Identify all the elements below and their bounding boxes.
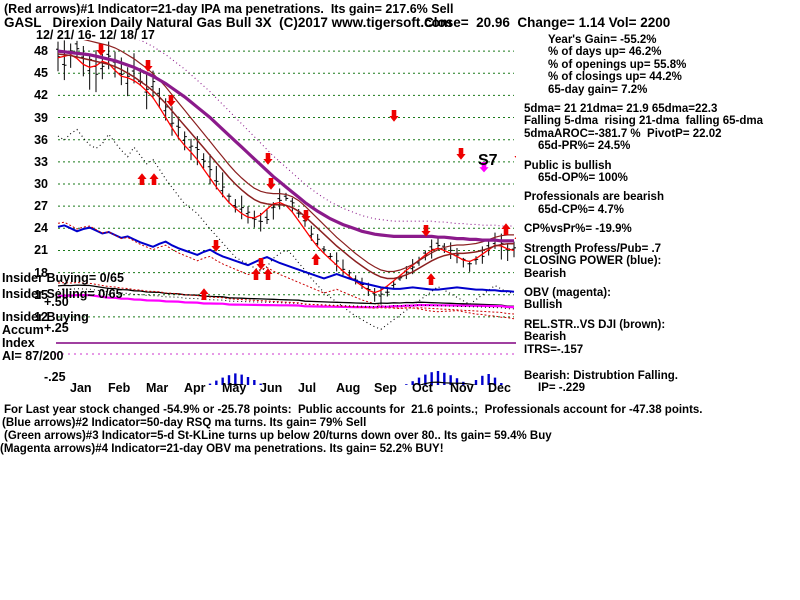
x-axis-month-oct: Oct: [412, 381, 433, 395]
signal-label-s7: S7: [478, 152, 498, 169]
scale-plus-50: +.50: [44, 295, 69, 309]
stats-spacer-6: [524, 280, 800, 287]
note-magenta-arrows: (Magenta arrows)#4 Indicator=21-day OBV …: [0, 443, 444, 455]
x-axis-month-sep: Sep: [374, 381, 397, 395]
y-axis-tick-33: 33: [34, 154, 48, 169]
note-blue-arrows: (Blue arrows)#2 Indicator=50-day RSQ ma …: [2, 417, 367, 429]
header-date-range: 12/ 21/ 16- 12/ 18/ 17: [36, 28, 155, 42]
stats-spacer-7: [524, 312, 800, 319]
stat-aroc: 5dmaAROC=-381.7 % PivotP= 22.02: [524, 127, 722, 140]
y-axis-tick-15: 15: [34, 287, 48, 302]
accum-title-line3: Index: [2, 336, 35, 350]
x-axis-month-jan: Jan: [70, 381, 92, 395]
stat-years-gain: Year's Gain= -55.2%: [548, 34, 657, 46]
y-axis-tick-48: 48: [34, 44, 48, 59]
insider-selling-count: Insider Selling= 0/65: [2, 287, 123, 301]
stat-65d-pr: 65d-PR%= 24.5%: [538, 140, 631, 153]
header-symbol-line: GASL Direxion Daily Natural Gas Bull 3X …: [4, 15, 452, 30]
y-axis-tick-45: 45: [34, 66, 48, 81]
x-axis-month-feb: Feb: [108, 381, 131, 395]
scale-minus-25: -.25: [44, 370, 66, 384]
stats-spacer-4: [524, 216, 800, 223]
stat-closing-power-value: Bearish: [524, 267, 567, 280]
stat-professionals: Professionals are bearish: [524, 191, 664, 204]
y-axis-tick-12: 12: [34, 309, 48, 324]
stat-itrs: ITRS=-.157: [524, 343, 584, 356]
stat-65d-cp: 65d-CP%= 4.7%: [538, 203, 624, 216]
y-axis-tick-42: 42: [34, 88, 48, 103]
stat-openings-up: % of openings up= 55.8%: [548, 58, 687, 71]
stat-ip: IP= -.229: [538, 382, 585, 395]
x-axis-month-aug: Aug: [336, 381, 361, 395]
y-axis-tick-21: 21: [34, 243, 48, 258]
x-axis-month-nov: Nov: [450, 381, 474, 395]
stats-spacer-8: [524, 356, 800, 363]
y-axis-tick-30: 30: [34, 177, 48, 191]
stat-distribution: Bearish: Distrubtion Falling.: [524, 369, 678, 382]
x-axis-month-may: May: [222, 381, 247, 395]
stat-obv-value: Bullish: [524, 299, 563, 312]
insider-buying-count: Insider Buying= 0/65: [2, 271, 124, 285]
note-last-year: For Last year stock changed -54.9% or -2…: [4, 404, 703, 416]
stat-dma-trend: Falling 5-dma rising 21-dma falling 65-d…: [524, 115, 763, 128]
x-axis-month-dec: Dec: [488, 381, 511, 395]
x-axis-month-mar: Mar: [146, 381, 169, 395]
stat-relstr-value: Bearish: [524, 331, 567, 344]
y-axis-tick-18: 18: [34, 265, 48, 280]
accum-ai-value: AI= 87/200: [2, 349, 64, 363]
stats-spacer-5: [524, 236, 800, 243]
x-axis-month-jun: Jun: [260, 381, 283, 395]
header-indicator-line: (Red arrows)#1 Indicator=21-day IPA ma p…: [4, 2, 454, 16]
y-axis-tick-24: 24: [34, 221, 48, 236]
stat-relstr-label: REL.STR..VS DJI (brown):: [524, 318, 666, 331]
stat-65day-gain: 65-day gain= 7.2%: [548, 83, 648, 96]
stats-spacer-2: [524, 153, 800, 160]
accumulation-index-bars: [56, 342, 516, 385]
stats-spacer-3: [524, 184, 800, 191]
accum-title-line1: Insider Buying: [2, 310, 89, 324]
moving-average-lines: [57, 40, 515, 330]
stats-spacer-1: [524, 96, 800, 103]
signal-arrows: [96, 44, 516, 300]
y-axis-tick-27: 27: [34, 199, 48, 214]
stats-panel: Year's Gain= -55.2% % of days up= 46.2% …: [524, 34, 800, 395]
scale-plus-25: +.25: [44, 321, 69, 335]
y-axis-tick-36: 36: [34, 132, 48, 147]
stats-spacer-9: [524, 363, 800, 370]
x-axis-month-apr: Apr: [184, 381, 206, 395]
stat-dmas: 5dma= 21 21dma= 21.9 65dma=22.3: [524, 103, 718, 116]
stat-obv-label: OBV (magenta):: [524, 286, 611, 299]
stat-strength: Strength Profess/Pub= .7: [524, 242, 662, 255]
stat-public: Public is bullish: [524, 159, 612, 172]
stat-closings-up: % of closings up= 44.2%: [548, 71, 682, 84]
stat-closing-power-label: CLOSING POWER (blue):: [524, 255, 662, 268]
stat-cp-vs-pr: CP%vsPr%= -19.9%: [524, 223, 632, 236]
chart-plot-area[interactable]: [56, 40, 516, 385]
power-indicator-lines: [57, 221, 515, 320]
y-axis-tick-39: 39: [34, 110, 48, 125]
chart-svg: [56, 40, 516, 385]
stat-65d-op: 65d-OP%= 100%: [538, 172, 628, 185]
x-axis-month-jul: Jul: [298, 381, 317, 395]
accum-title-line2: Accum: [2, 323, 44, 337]
header-quote: Close= 20.96 Change= 1.14 Vol= 2200: [424, 15, 671, 30]
stat-days-up: % of days up= 46.2%: [548, 46, 662, 59]
note-green-arrows: (Green arrows)#3 Indicator=5-d St-KLine …: [4, 430, 552, 442]
